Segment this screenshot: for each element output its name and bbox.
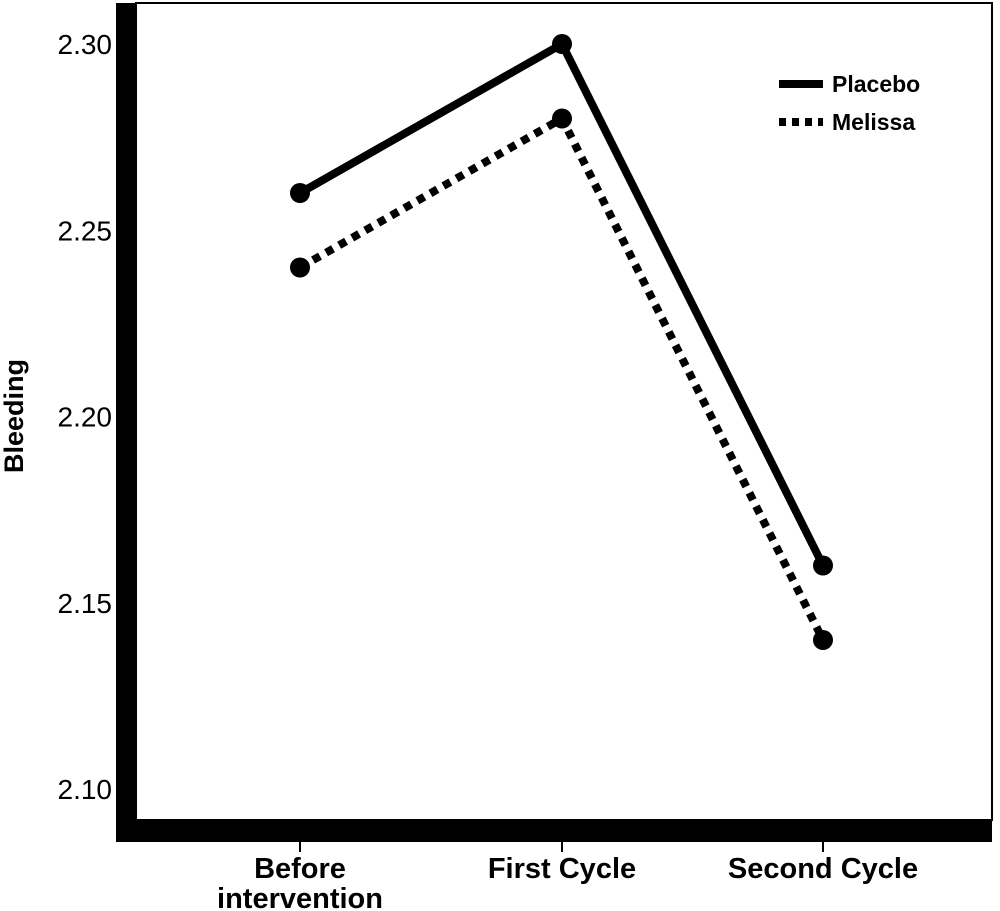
data-point [813,630,833,650]
series-lines [290,34,833,650]
y-axis: 2.10 2.15 2.20 2.25 2.30 [58,29,136,805]
data-point [290,183,310,203]
series-placebo [290,34,833,576]
y-tick-label: 2.25 [58,215,113,246]
x-tick-label: Second Cycle [728,853,918,885]
data-point [813,555,833,576]
series-melissa [290,108,833,650]
legend-label: Melissa [832,109,915,135]
x-tick-label: First Cycle [488,853,636,885]
legend-label: Placebo [832,71,920,97]
legend: Placebo Melissa [779,71,920,135]
plot-area [135,2,993,821]
data-point [552,108,572,129]
y-axis-title: Bleeding [0,359,29,473]
x-axis-line [116,820,992,842]
y-tick-label: 2.20 [58,402,113,433]
data-point [290,257,310,278]
plot-frame [116,2,993,842]
x-axis: Before intervention First Cycle Second Cycl… [217,842,918,911]
y-tick-label: 2.30 [58,29,113,60]
data-point [552,34,572,54]
x-tick-label: Before intervention [217,853,383,911]
y-tick-label: 2.10 [58,774,113,805]
y-tick-label: 2.15 [58,588,113,619]
